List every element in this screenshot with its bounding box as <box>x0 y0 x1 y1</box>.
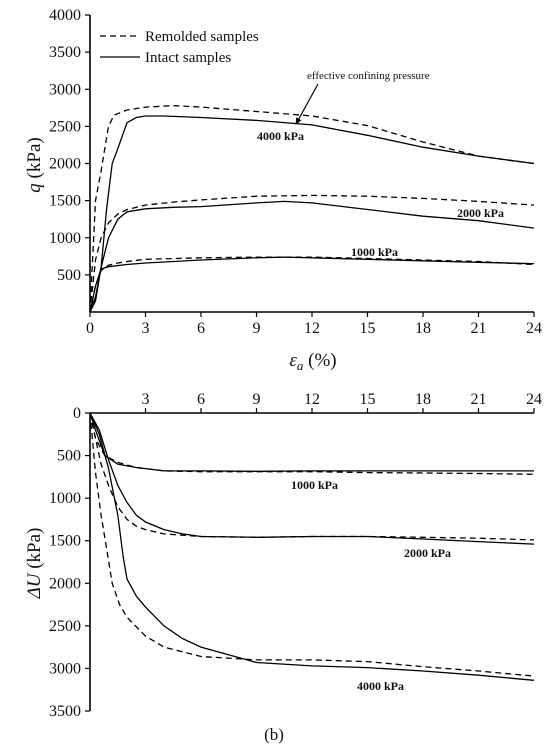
series-line-a-4000-kpa-solid <box>89 115 535 313</box>
x-tick-label-a: 9 <box>253 320 261 337</box>
y-tick-label-b: 2000 <box>49 575 81 592</box>
panel-a-series <box>89 104 535 313</box>
x-tick-label-a: 3 <box>142 320 150 337</box>
y-axis-title-a-symbol: q <box>24 183 45 193</box>
y-tick-label-b: 2500 <box>49 618 81 635</box>
x-tick-label-b: 12 <box>304 391 320 408</box>
panel-a-chart: 500 1000 1500 2000 2500 3000 3500 4000 0 3 6 9 12 15 1… <box>49 7 542 337</box>
panel-b-series <box>89 412 535 681</box>
x-tick-label-a: 6 <box>197 320 205 337</box>
y-tick-label-a: 3500 <box>49 44 81 61</box>
panel-a-axes: 500 1000 1500 2000 2500 3000 3500 4000 0 3 6 9 12 15 1… <box>49 7 542 337</box>
x-tick-label-a: 18 <box>415 320 431 337</box>
x-axis-title-a-subscript: a <box>297 358 304 373</box>
legend-label-intact: Intact samples <box>145 50 231 66</box>
y-tick-label-a: 1000 <box>49 230 81 247</box>
annotation-label-2000-b: 2000 kPa <box>404 546 451 560</box>
y-tick-label-b: 3500 <box>49 703 81 720</box>
series-line-b-2000-kpa-dashed <box>89 412 535 541</box>
x-axis-title-a-symbol: ε <box>289 350 297 371</box>
annotation-effective-confining-pressure: effective confining pressure <box>307 70 430 82</box>
x-tick-label-b: 24 <box>526 391 542 408</box>
x-tick-label-b: 6 <box>197 391 205 408</box>
y-tick-label-b: 0 <box>73 405 81 422</box>
annotation-label-1000-a: 1000 kPa <box>351 245 398 259</box>
x-tick-label-a: 24 <box>526 320 542 337</box>
annotation-arrow <box>295 83 319 125</box>
y-tick-label-a: 1500 <box>49 193 81 210</box>
y-axis-title-b: ΔU (kPa) <box>24 528 45 600</box>
y-tick-label-a: 3000 <box>49 81 81 98</box>
series-line-a-2000-kpa-solid <box>89 200 535 313</box>
y-tick-label-a: 500 <box>57 267 81 284</box>
y-axis-title-a-unit: (kPa) <box>24 137 45 183</box>
series-line-a-1000-kpa-dashed <box>89 256 535 313</box>
y-tick-label-a: 2500 <box>49 118 81 135</box>
x-tick-label-b: 15 <box>360 391 376 408</box>
panel-label-b: (b) <box>264 725 284 744</box>
panel-b-chart: 0 500 1000 1500 2000 2500 3000 3500 3 6 9 12 15 18 21 2… <box>49 391 542 720</box>
x-tick-label-b: 21 <box>471 391 487 408</box>
annotation-label-2000-a: 2000 kPa <box>457 206 504 220</box>
panel-b-axes: 0 500 1000 1500 2000 2500 3000 3500 3 6 9 12 15 18 21 2… <box>49 391 542 720</box>
series-line-a-1000-kpa-solid <box>89 256 535 313</box>
annotation-label-4000-a: 4000 kPa <box>257 129 304 143</box>
series-line-b-1000-kpa-solid <box>89 412 534 472</box>
y-tick-label-b: 3000 <box>49 660 81 677</box>
x-tick-label-b: 9 <box>253 391 261 408</box>
y-tick-label-b: 1500 <box>49 533 81 550</box>
series-line-b-2000-kpa-solid <box>89 412 535 545</box>
annotation-label-1000-b: 1000 kPa <box>291 478 338 492</box>
x-tick-label-b: 3 <box>142 391 150 408</box>
x-axis-title-a: εa (%) <box>289 350 336 373</box>
series-line-a-4000-kpa-dashed <box>89 104 535 313</box>
legend-label-remolded: Remolded samples <box>145 29 259 45</box>
y-axis-title-b-symbol: ΔU <box>24 572 45 599</box>
series-line-b-1000-kpa-dashed <box>89 412 535 475</box>
series-line-b-4000-kpa-dashed <box>89 412 535 677</box>
y-tick-label-b: 1000 <box>49 490 81 507</box>
x-axis-title-a-unit: (%) <box>303 350 336 371</box>
x-tick-label-a: 12 <box>304 320 320 337</box>
x-tick-label-a: 21 <box>471 320 487 337</box>
x-tick-label-b: 18 <box>415 391 431 408</box>
annotation-label-4000-b: 4000 kPa <box>357 679 404 693</box>
y-tick-label-a: 2000 <box>49 156 81 173</box>
x-tick-label-a: 15 <box>360 320 376 337</box>
series-line-b-4000-kpa-solid <box>89 412 535 681</box>
series-line-a-2000-kpa-dashed <box>89 194 535 313</box>
y-axis-title-a: q (kPa) <box>24 137 45 192</box>
y-axis-title-b-unit: (kPa) <box>24 528 45 574</box>
y-tick-label-b: 500 <box>57 448 81 465</box>
y-tick-label-a: 4000 <box>49 7 81 24</box>
legend: Remolded samples Intact samples <box>100 29 259 66</box>
x-tick-label-a: 0 <box>86 320 94 337</box>
